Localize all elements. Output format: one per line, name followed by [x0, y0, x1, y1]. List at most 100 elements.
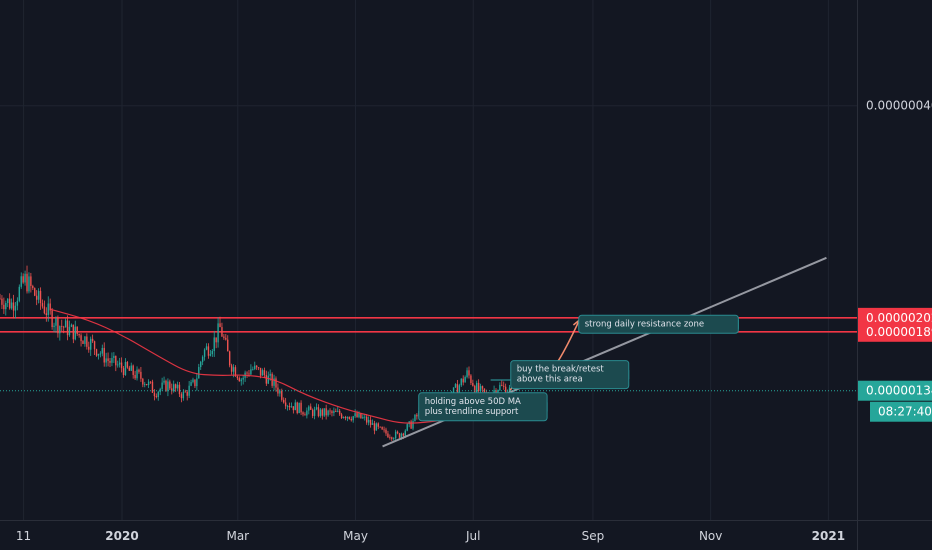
candle-body [315, 407, 318, 410]
candle-body [178, 384, 181, 395]
candle-body [45, 313, 48, 315]
candle-body [169, 381, 171, 389]
candle-body [354, 413, 356, 417]
candle-body [369, 419, 372, 425]
candle-body [99, 353, 102, 355]
candle-body [302, 412, 304, 415]
candle-body [200, 361, 202, 368]
candle-body [402, 433, 405, 436]
y-tick-label: 0.00000040 [866, 99, 932, 113]
candle-body [205, 346, 208, 350]
candle-body [474, 385, 476, 393]
candle-body [377, 423, 379, 427]
candle-body [78, 333, 80, 336]
candle-body [387, 433, 389, 438]
candle-body [242, 377, 244, 380]
candle-body [398, 433, 401, 438]
candle-body [464, 376, 466, 383]
candle-body [198, 367, 200, 379]
x-tick-label: 11 [16, 529, 31, 543]
candle-body [257, 367, 260, 369]
candle-body [215, 337, 217, 343]
candle-body [385, 429, 387, 434]
candle-body [452, 387, 455, 396]
candle-body [93, 341, 96, 350]
candle-body [406, 424, 408, 431]
candle-body [383, 429, 385, 431]
candle-body [39, 290, 42, 304]
candle-body [10, 302, 13, 309]
candle-body [479, 386, 482, 392]
candle-body [346, 416, 349, 419]
candle-body [308, 406, 310, 411]
candlesticks [0, 265, 511, 442]
candle-body [456, 384, 459, 394]
candle-body [269, 373, 271, 376]
candle-body [273, 378, 275, 386]
candle-body [1, 298, 3, 305]
candle-body [414, 414, 416, 422]
candle-body [304, 414, 306, 416]
x-axis: 11 2020 Mar May Jul Sep Nov 2021 [0, 520, 932, 543]
candle-body [410, 421, 412, 429]
candle-body [30, 276, 32, 286]
candle-body [292, 406, 295, 411]
candle-body [115, 355, 117, 366]
x-tick-label: 2020 [105, 529, 138, 543]
x-tick-label: Mar [226, 529, 249, 543]
candle-body [338, 410, 341, 415]
x-tick-label: Jul [465, 529, 480, 543]
candle-body [391, 437, 393, 439]
candle-body [35, 295, 38, 300]
candle-body [3, 304, 5, 310]
candle-body [201, 356, 204, 362]
candle-body [286, 405, 289, 407]
candle-body [367, 419, 370, 423]
candle-body [504, 386, 507, 396]
candle-body [352, 416, 354, 421]
candle-body [207, 346, 210, 356]
candle-body [261, 370, 264, 376]
callout-line: buy the break/retest [517, 365, 605, 375]
candle-body [238, 378, 241, 382]
candle-body [265, 375, 268, 384]
candle-body [128, 367, 131, 371]
candle-body [458, 385, 461, 394]
candle-body [149, 381, 152, 383]
candle-body [477, 382, 480, 392]
candle-body [362, 417, 364, 419]
candle-body [389, 437, 391, 439]
candle-body [209, 354, 212, 356]
candle-body [203, 349, 206, 357]
candle-body [138, 369, 140, 372]
callout-box [418, 392, 548, 422]
candle-body [232, 367, 235, 372]
price-tag-label: 0.00000134 [866, 384, 932, 398]
candle-body [298, 402, 300, 414]
candle-body [454, 384, 457, 388]
candle-body [84, 336, 86, 344]
candle-body [412, 421, 414, 429]
candle-body [470, 375, 472, 384]
candle-body [14, 305, 17, 311]
candle-body [37, 290, 40, 300]
candle-body [350, 418, 352, 421]
callout-line: plus trendline support [425, 407, 519, 417]
candle-body [157, 391, 159, 398]
candle-body [335, 411, 337, 412]
candle-body [228, 351, 231, 366]
candle-body [34, 288, 36, 296]
candle-body [74, 326, 76, 340]
countdown-tag [870, 401, 932, 422]
candle-body [306, 410, 308, 416]
candle-body [294, 402, 296, 411]
candle-body [254, 365, 256, 369]
candle-body [90, 338, 92, 350]
candle-body [481, 386, 484, 389]
candle-body [186, 391, 188, 396]
candle-body [68, 326, 71, 336]
candle-body [375, 423, 378, 431]
candle-body [190, 382, 192, 386]
x-tick-label: Sep [582, 529, 605, 543]
